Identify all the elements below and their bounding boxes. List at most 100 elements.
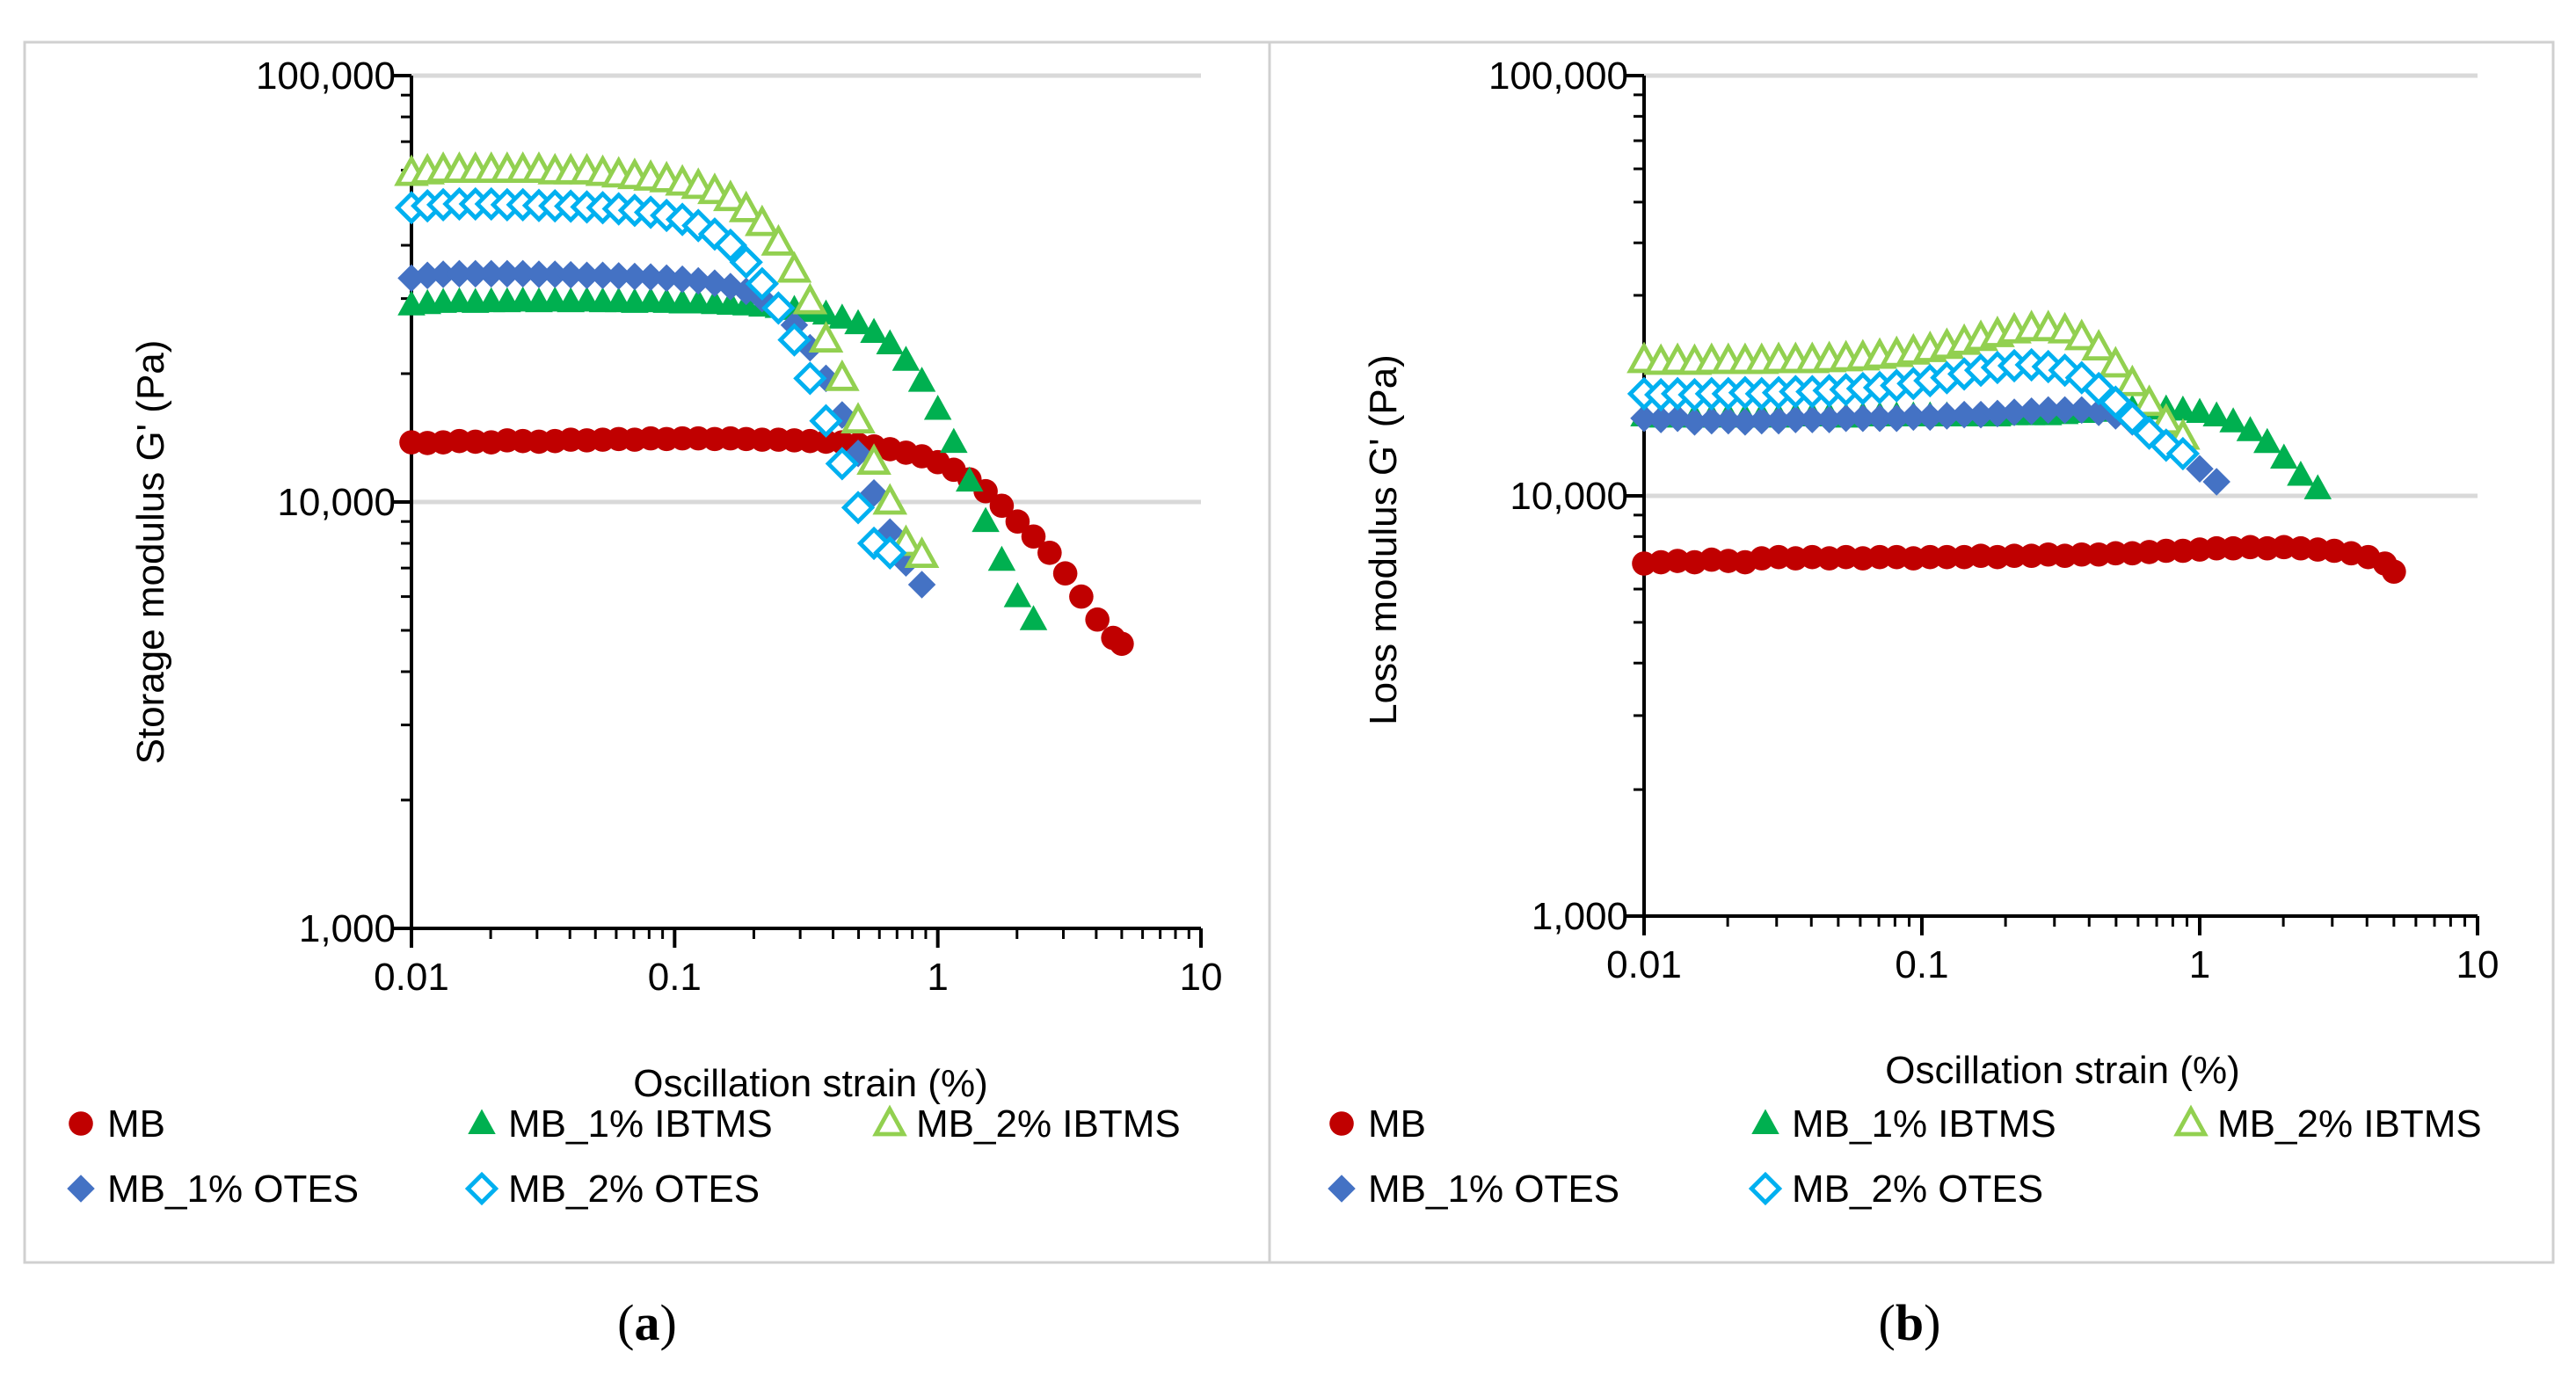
data-point: [2253, 427, 2281, 454]
series-MB_2% OTES: [394, 186, 907, 570]
data-point: [637, 263, 665, 291]
data-point: [2017, 396, 2046, 426]
data-point: [860, 317, 888, 343]
data-point: [1866, 404, 1894, 433]
panel-a-border: [23, 40, 1271, 1264]
data-point: [2219, 407, 2247, 433]
legend-item: MB_2% IBTMS: [2173, 1102, 2482, 1146]
data-point: [840, 491, 876, 525]
data-point: [1867, 544, 1892, 570]
data-point: [776, 251, 812, 283]
data-point: [684, 266, 712, 295]
data-point: [904, 536, 940, 568]
legend-label: MB_1% OTES: [1368, 1168, 1619, 1211]
data-point: [2099, 385, 2133, 419]
legend-marker: [67, 1175, 95, 1203]
data-point: [2382, 559, 2406, 585]
data-point: [2202, 401, 2230, 426]
data-point: [572, 261, 601, 289]
data-point: [541, 260, 569, 288]
data-point: [940, 427, 968, 454]
legend-item: MB: [69, 1102, 165, 1146]
data-point: [2115, 401, 2150, 435]
series-MB_2% IBTMS: [1626, 309, 2201, 450]
data-point: [825, 359, 860, 391]
data-point: [713, 228, 747, 263]
y-tick-label: 100,000: [256, 55, 396, 98]
data-point: [825, 447, 859, 481]
legend-label: MB_2% OTES: [1792, 1168, 2043, 1211]
x-tick-label: 1: [2189, 943, 2210, 986]
panel-b-border: [1268, 40, 2555, 1264]
data-point: [2270, 443, 2298, 469]
data-point: [1069, 584, 1094, 609]
data-point: [873, 535, 907, 570]
legend-label: MB_1% IBTMS: [1792, 1102, 2056, 1146]
panel-a-caption-letter: a: [635, 1294, 660, 1351]
series-MB_2% IBTMS: [394, 151, 940, 568]
series-MB_2% OTES: [1626, 347, 2201, 471]
legend-marker: [464, 1171, 499, 1206]
panel-a-x-axis-title: Oscillation strain (%): [633, 1062, 987, 1105]
data-point: [1747, 406, 1776, 435]
legend-item: MB_1% IBTMS: [1751, 1102, 2056, 1146]
data-point: [2303, 474, 2332, 499]
panel-b-y-axis-title: Loss modulus G' (Pa): [1362, 354, 1405, 725]
data-point: [793, 361, 827, 396]
data-point: [413, 261, 441, 289]
data-point: [1882, 404, 1911, 433]
x-tick-label: 1: [927, 956, 948, 999]
data-point: [1917, 544, 1943, 570]
data-point: [1950, 400, 1978, 429]
data-point: [760, 223, 797, 256]
y-tick-label: 10,000: [1510, 475, 1628, 518]
data-point: [907, 571, 936, 599]
legend-label: MB_1% OTES: [107, 1168, 359, 1211]
panel-b-caption-close: ): [1924, 1294, 1940, 1351]
legend-marker: [872, 1104, 907, 1137]
data-point: [872, 483, 908, 515]
data-point: [923, 394, 952, 420]
data-point: [2186, 455, 2214, 483]
data-point: [1647, 405, 1675, 433]
y-tick-label: 1,000: [1532, 895, 1628, 938]
data-point: [2050, 396, 2079, 425]
panel-a-caption-open: (: [617, 1294, 634, 1351]
data-point: [2153, 538, 2179, 564]
data-point: [761, 291, 796, 325]
panel-a-y-axis-title: Storage modulus G' (Pa): [129, 340, 172, 765]
data-point: [808, 321, 844, 353]
legend-marker: [69, 1111, 93, 1136]
data-point: [604, 262, 633, 290]
data-point: [493, 259, 521, 288]
data-point: [1003, 582, 1032, 607]
data-point: [588, 261, 617, 289]
legend-label: MB_2% IBTMS: [2217, 1102, 2482, 1146]
series-MB_1% OTES: [397, 259, 936, 599]
data-point: [1110, 631, 1134, 657]
data-point: [2287, 460, 2315, 486]
panel-b-legend: MB MB_1% IBTMS MB_2% IBTMS MB_1% OTES MB_2% …: [1328, 1102, 2482, 1211]
data-point: [525, 260, 553, 288]
data-point: [2114, 364, 2150, 396]
legend-marker: [1748, 1171, 1783, 1206]
panel-a-caption: (a): [617, 1294, 677, 1351]
legend-label: MB: [107, 1102, 165, 1146]
data-point: [1731, 408, 1759, 436]
series-MB: [1632, 535, 2406, 585]
data-point: [844, 309, 872, 335]
data-point: [2202, 468, 2230, 496]
data-point: [2204, 535, 2229, 561]
legend-marker: [1328, 1175, 1356, 1203]
legend-item: MB: [1329, 1102, 1426, 1146]
panel-a-caption-close: ): [660, 1294, 677, 1351]
data-point: [1021, 524, 1046, 549]
data-point: [777, 323, 811, 357]
panel-b-caption: (b): [1879, 1294, 1941, 1351]
data-point: [840, 402, 876, 434]
legend-marker: [468, 1109, 496, 1134]
data-point: [2098, 346, 2134, 378]
data-point: [1967, 400, 1995, 429]
data-point: [971, 506, 1000, 533]
data-point: [1714, 406, 1743, 435]
